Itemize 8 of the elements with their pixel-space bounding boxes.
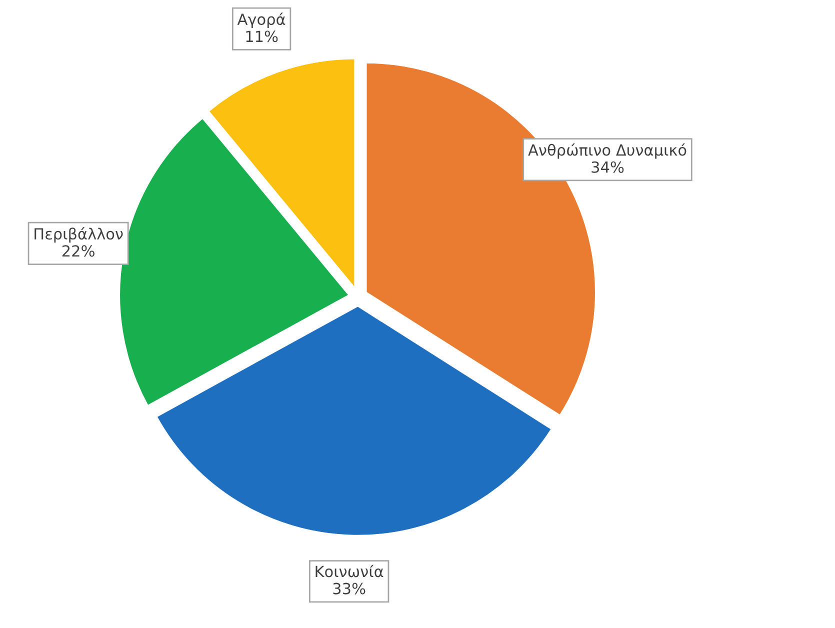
data-label: 22%: [62, 245, 94, 257]
data-label: 11%: [246, 30, 278, 42]
data-label: 34%: [592, 161, 624, 173]
data-label: 33%: [333, 582, 366, 594]
slice-label: Αγορά: [237, 12, 286, 28]
slice-label: Περιβάλλον: [34, 227, 123, 243]
slice-label: Ανθρώπινο Δυναμικό: [528, 143, 686, 159]
slice-label: Κοινωνία: [316, 564, 384, 578]
